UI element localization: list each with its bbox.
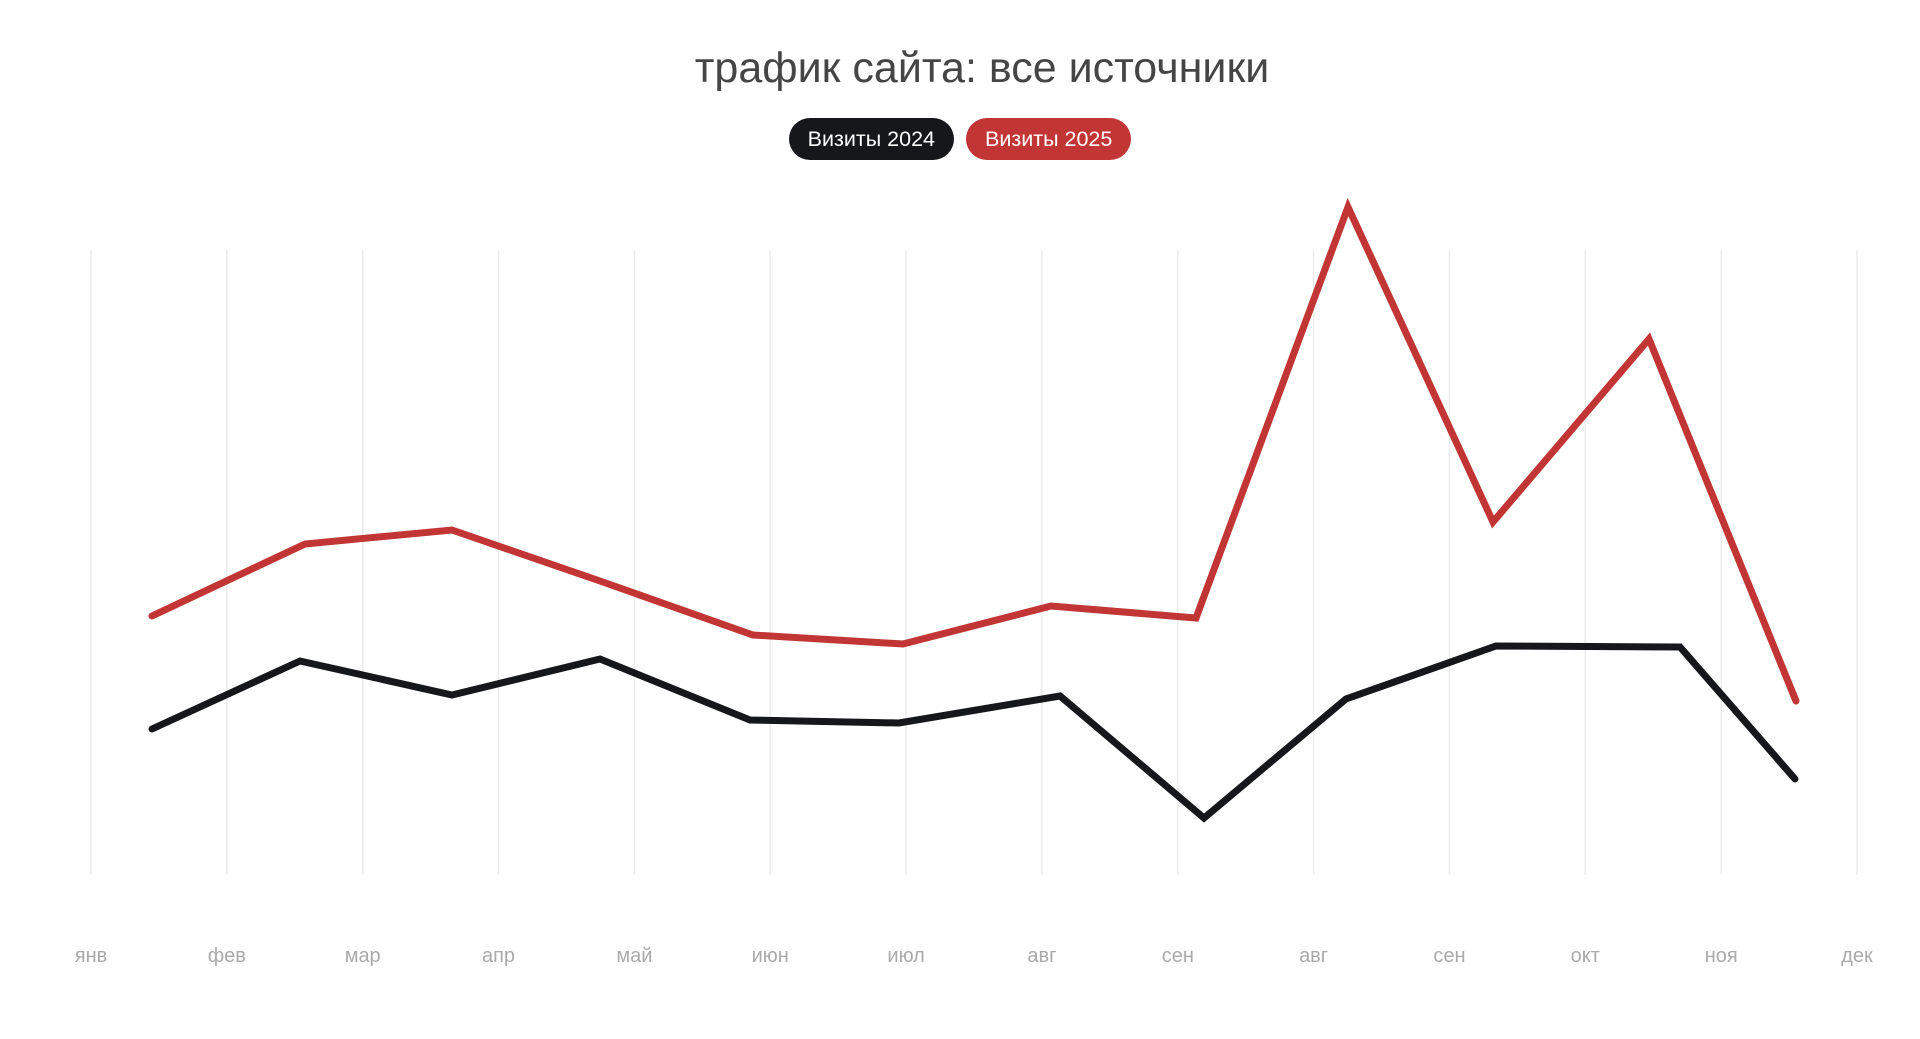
svg-text:окт: окт	[1571, 945, 1600, 967]
svg-text:авг: авг	[1299, 945, 1328, 967]
svg-text:май: май	[616, 945, 652, 967]
svg-text:апр: апр	[482, 945, 515, 967]
svg-text:сен: сен	[1433, 945, 1465, 967]
svg-text:сен: сен	[1162, 945, 1194, 967]
svg-text:ноя: ноя	[1705, 945, 1738, 967]
svg-text:дек: дек	[1841, 945, 1873, 967]
svg-text:фев: фев	[208, 945, 246, 967]
svg-text:июл: июл	[887, 945, 924, 967]
svg-text:янв: янв	[75, 945, 108, 967]
svg-text:мар: мар	[345, 945, 381, 967]
svg-text:авг: авг	[1027, 945, 1056, 967]
svg-text:июн: июн	[752, 945, 789, 967]
